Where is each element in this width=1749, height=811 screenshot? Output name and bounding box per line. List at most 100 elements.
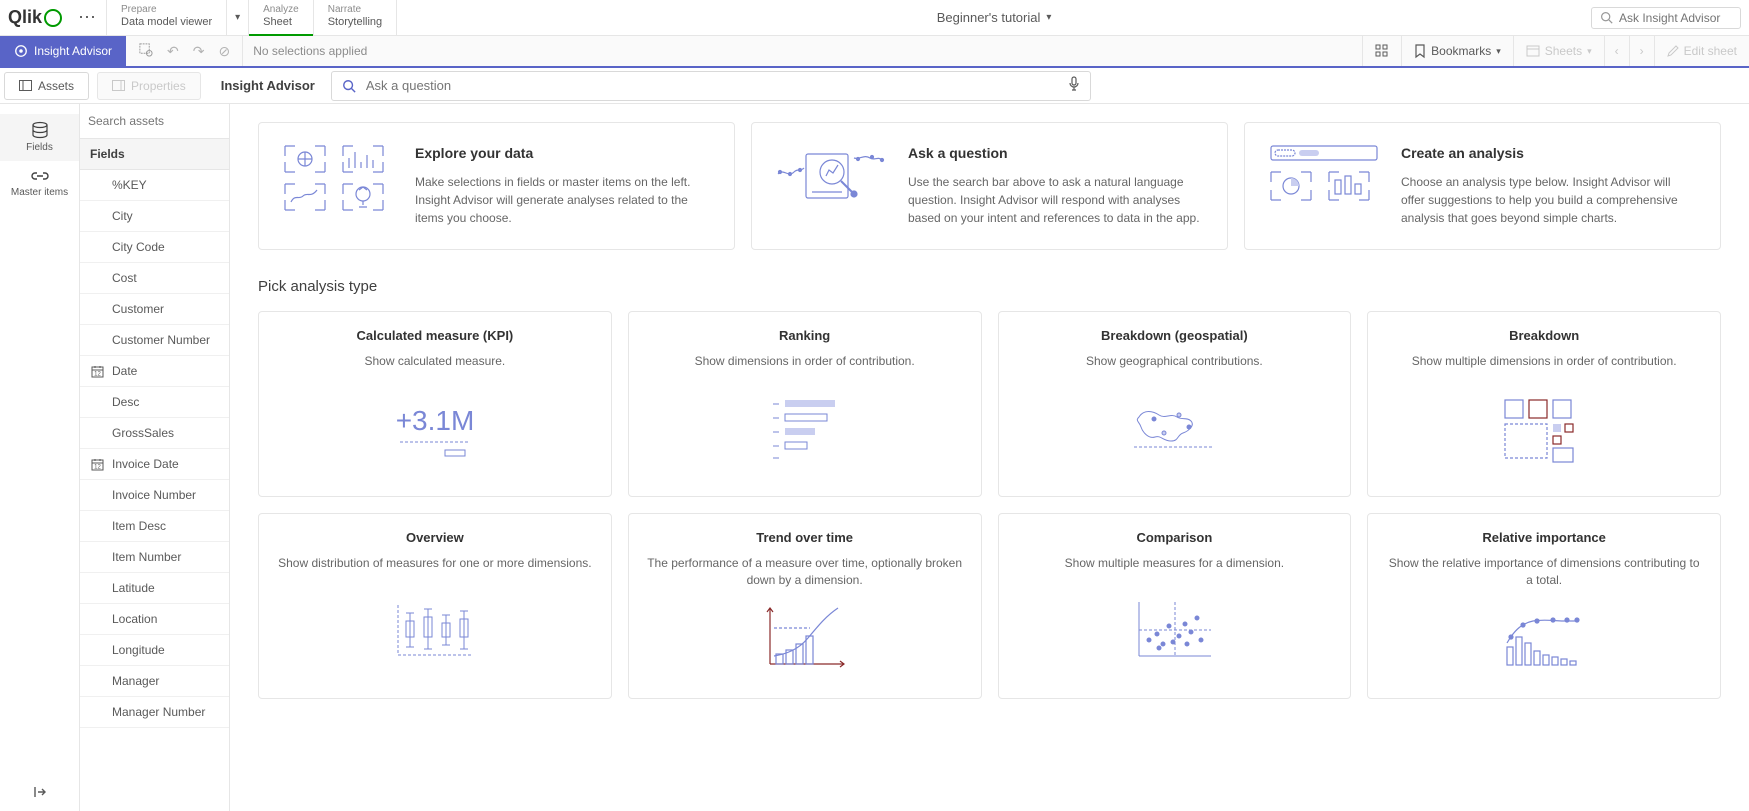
field-row[interactable]: Item Number (80, 542, 229, 573)
database-icon (31, 122, 49, 138)
chevron-down-icon: ▾ (1587, 46, 1592, 57)
analysis-title: Overview (275, 530, 595, 545)
question-input[interactable] (366, 78, 1058, 93)
edit-sheet-button[interactable]: Edit sheet (1654, 36, 1749, 66)
field-row[interactable]: Location (80, 604, 229, 635)
svg-text:12: 12 (94, 464, 101, 470)
analysis-card[interactable]: Calculated measure (KPI)Show calculated … (258, 311, 612, 497)
analysis-illustration (1384, 597, 1704, 682)
fields-list[interactable]: %KEYCityCity CodeCost Customer Customer Nu… (80, 170, 229, 811)
selection-bar: Insight Advisor ↶ ↷ ⊘ No selections appl… (0, 36, 1749, 68)
field-row[interactable]: Item Desc (80, 511, 229, 542)
analysis-card[interactable]: Breakdown (geospatial)Show geographical … (998, 311, 1352, 497)
properties-button[interactable]: Properties (97, 72, 201, 100)
analysis-card[interactable]: BreakdownShow multiple dimensions in ord… (1367, 311, 1721, 497)
tab-prepare-dropdown[interactable]: ▾ (227, 0, 249, 35)
intro-cards: Explore your data Make selections in fie… (258, 122, 1721, 250)
field-row[interactable]: Customer (80, 294, 229, 325)
app-title[interactable]: Beginner's tutorial ▾ (397, 10, 1591, 25)
rail-fields[interactable]: Fields (0, 114, 79, 161)
analysis-card[interactable]: ComparisonShow multiple measures for a d… (998, 513, 1352, 699)
create-icon (1269, 145, 1379, 211)
field-label: Customer (112, 302, 164, 316)
field-label: Latitude (112, 581, 155, 595)
analysis-illustration (1015, 580, 1335, 682)
analysis-card[interactable]: Relative importanceShow the relative imp… (1367, 513, 1721, 699)
assets-button[interactable]: Assets (4, 72, 89, 100)
field-row[interactable]: Invoice Number (80, 480, 229, 511)
search-icon (342, 79, 356, 93)
field-label: Date (112, 364, 137, 378)
analysis-card[interactable]: OverviewShow distribution of measures fo… (258, 513, 612, 699)
intro-card-ask[interactable]: Ask a question Use the search bar above … (751, 122, 1228, 250)
tab-prepare[interactable]: Prepare Data model viewer (107, 0, 227, 35)
field-row[interactable]: GrossSales (80, 418, 229, 449)
content-area[interactable]: Explore your data Make selections in fie… (230, 104, 1749, 811)
top-search[interactable] (1591, 7, 1741, 29)
field-row[interactable]: Cost (80, 263, 229, 294)
tab-caption: Prepare (121, 5, 212, 15)
field-row[interactable]: Manager (80, 666, 229, 697)
field-row[interactable]: %KEY (80, 170, 229, 201)
bookmarks-button[interactable]: Bookmarks ▾ (1401, 36, 1513, 66)
intro-text: Explore your data Make selections in fie… (415, 145, 710, 227)
intro-text: Create an analysis Choose an analysis ty… (1401, 145, 1696, 227)
prev-sheet-button[interactable]: ‹ (1604, 36, 1629, 66)
field-row[interactable]: 12Date (80, 356, 229, 387)
analysis-card[interactable]: Trend over timeThe performance of a meas… (628, 513, 982, 699)
field-row[interactable]: Longitude (80, 635, 229, 666)
sheets-label: Sheets (1545, 44, 1582, 58)
intro-desc: Choose an analysis type below. Insight A… (1401, 173, 1696, 227)
top-search-input[interactable] (1619, 11, 1732, 25)
analysis-grid: Calculated measure (KPI)Show calculated … (258, 311, 1721, 699)
svg-text:+3.1M: +3.1M (396, 405, 475, 436)
sheets-icon (1526, 45, 1540, 57)
smart-search-icon[interactable] (138, 42, 153, 60)
selections-tool-button[interactable] (1362, 36, 1401, 66)
asset-search-input[interactable] (88, 110, 221, 132)
rail-collapse[interactable] (23, 775, 57, 811)
asset-search[interactable] (80, 104, 229, 139)
field-label: Desc (112, 395, 139, 409)
question-search[interactable] (331, 71, 1091, 101)
field-row[interactable]: Customer Number (80, 325, 229, 356)
edit-sheet-label: Edit sheet (1684, 44, 1737, 58)
step-forward-icon[interactable]: ↷ (193, 43, 205, 60)
selections-message: No selections applied (243, 44, 367, 58)
field-row[interactable]: 12 Invoice Date (80, 449, 229, 480)
field-label: Invoice Date (112, 457, 179, 471)
asset-panel: Fields %KEYCityCity CodeCostCustomerCust… (80, 104, 230, 811)
properties-label: Properties (131, 79, 186, 93)
insight-advisor-button[interactable]: Insight Advisor (0, 36, 126, 66)
intro-title: Create an analysis (1401, 145, 1696, 161)
tab-narrate[interactable]: Narrate Storytelling (314, 0, 397, 35)
intro-card-explore[interactable]: Explore your data Make selections in fie… (258, 122, 735, 250)
app-title-text: Beginner's tutorial (937, 10, 1041, 25)
field-row[interactable]: Latitude (80, 573, 229, 604)
field-row[interactable]: City (80, 201, 229, 232)
field-row[interactable]: Desc (80, 387, 229, 418)
analysis-desc: The performance of a measure over time, … (645, 555, 965, 589)
top-bar: Qlik ⋯ Prepare Data model viewer ▾ Analy… (0, 0, 1749, 36)
step-back-icon[interactable]: ↶ (167, 43, 179, 60)
brand-logo[interactable]: Qlik (8, 7, 62, 28)
rail-master-items[interactable]: Master items (0, 161, 79, 206)
app-menu-icon[interactable]: ⋯ (68, 7, 106, 28)
insight-icon (14, 44, 28, 58)
panel-icon (112, 80, 125, 91)
analysis-title: Calculated measure (KPI) (275, 328, 595, 343)
next-sheet-button[interactable]: › (1629, 36, 1654, 66)
tab-analyze[interactable]: Analyze Sheet (249, 0, 314, 35)
selection-tools: ↶ ↷ ⊘ (126, 36, 243, 66)
analysis-card[interactable]: RankingShow dimensions in order of contr… (628, 311, 982, 497)
analysis-title: Breakdown (geospatial) (1015, 328, 1335, 343)
calendar-icon: 12 (90, 458, 104, 471)
clear-selections-icon[interactable]: ⊘ (219, 43, 231, 60)
sheets-button[interactable]: Sheets ▾ (1513, 36, 1604, 66)
intro-card-create[interactable]: Create an analysis Choose an analysis ty… (1244, 122, 1721, 250)
field-label: Item Number (112, 550, 181, 564)
field-row[interactable]: City Code (80, 232, 229, 263)
field-row[interactable]: Manager Number (80, 697, 229, 728)
analysis-illustration (1015, 378, 1335, 480)
mic-icon[interactable] (1068, 76, 1080, 95)
